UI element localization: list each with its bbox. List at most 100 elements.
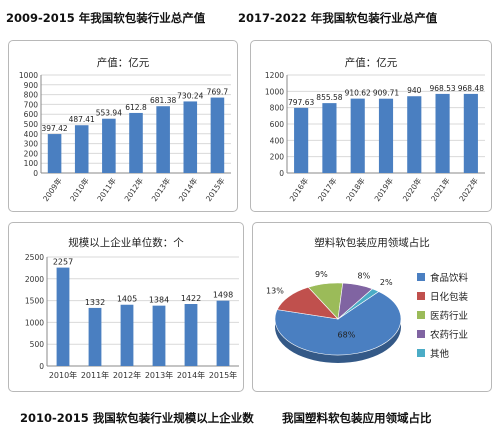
y-tick-label: 700 [24, 100, 39, 109]
panel-output-2009-2015: 产值：亿元 0 100 200 300 400 500 600 700 800 900 1000 39… [8, 40, 238, 212]
x-tick-label: 2017年 [315, 175, 339, 203]
y-tick-label: 1000 [19, 71, 38, 80]
y-tick-label: 100 [24, 159, 39, 168]
legend-item: 农药行业 [417, 324, 468, 343]
bar [183, 101, 198, 173]
y-tick-label: 500 [30, 340, 45, 349]
y-tick-label: 200 [24, 149, 39, 158]
bar [88, 307, 102, 366]
data-label: 909.71 [373, 89, 399, 98]
caption-bottom-right: 我国塑料软包装应用领域占比 [282, 411, 432, 425]
data-label: 397.42 [41, 124, 67, 133]
legend-swatch [417, 272, 425, 281]
data-label: 1405 [117, 295, 137, 304]
bar [102, 118, 116, 173]
bar [129, 112, 143, 173]
bar [407, 96, 422, 173]
bar [350, 98, 365, 173]
y-tick-label: 600 [24, 110, 39, 119]
legend-swatch [417, 329, 425, 338]
x-tick-label: 2018年 [343, 175, 367, 203]
y-tick-label: 400 [24, 130, 39, 139]
bar-chart-output-2016-2022: 0 200 400 600 800 1000 1200 797.63 2016年 855.58 20… [265, 71, 485, 203]
y-tick-label: 2500 [25, 253, 44, 262]
y-tick-label: 0 [279, 169, 284, 178]
x-tick-label: 2014年 [176, 175, 200, 203]
legend-item: 医药行业 [417, 305, 468, 324]
legend-item: 日化包装 [417, 286, 468, 305]
caption-top-left: 2009-2015 年我国软包装行业总产值 [6, 11, 206, 25]
pie-data-label: 68% [338, 330, 356, 339]
y-tick-label: 300 [24, 140, 39, 149]
data-label: 910.62 [345, 89, 371, 98]
panel-enterprises-2010-2015: 规模以上企业单位数：个 0 500 1000 1500 2000 2500 2257 2010… [8, 222, 244, 392]
bar [74, 125, 89, 173]
chart-title: 产值：亿元 [96, 57, 150, 69]
x-tick-label: 2014年 [177, 370, 205, 380]
data-label: 612.8 [125, 103, 147, 112]
y-tick-label: 1000 [25, 318, 44, 327]
legend-label: 日化包装 [430, 291, 469, 303]
x-tick-label: 2015年 [209, 370, 237, 380]
bar [216, 300, 230, 366]
pie-slice [274, 291, 402, 356]
data-label: 1422 [181, 294, 201, 303]
bar [184, 304, 198, 366]
x-tick-label: 2010年 [49, 370, 77, 380]
y-tick-label: 500 [24, 120, 39, 129]
data-label: 1498 [213, 291, 233, 300]
x-tick-label: 2021年 [428, 175, 452, 203]
bar [210, 97, 225, 173]
x-tick-label: 2013年 [145, 370, 173, 380]
x-tick-label: 2022年 [457, 175, 481, 203]
bar [56, 267, 70, 366]
data-label: 940 [407, 86, 422, 95]
data-label: 1384 [149, 296, 169, 305]
x-tick-label: 2012年 [122, 175, 146, 203]
chart-title: 塑料软包装应用领域占比 [314, 237, 430, 249]
y-tick-label: 400 [270, 136, 285, 145]
pie-data-label: 2% [380, 278, 393, 287]
legend-label: 食品饮料 [430, 272, 469, 284]
data-label: 968.48 [458, 84, 484, 93]
bar [435, 93, 450, 173]
data-label: 487.41 [69, 115, 95, 124]
data-label: 2257 [53, 258, 73, 267]
bar [294, 107, 309, 173]
y-tick-label: 800 [270, 104, 285, 113]
y-tick-label: 2000 [25, 275, 44, 284]
data-label: 681.38 [150, 96, 176, 105]
x-tick-label: 2020年 [400, 175, 424, 203]
legend-label: 其他 [430, 348, 450, 360]
pie-data-label: 13% [266, 286, 284, 295]
data-label: 730.24 [177, 91, 203, 100]
x-tick-label: 2009年 [40, 175, 64, 203]
chart-title: 产值：亿元 [344, 57, 398, 69]
data-label: 769.7 [207, 88, 229, 97]
bar [152, 305, 166, 366]
legend-item: 食品饮料 [417, 267, 468, 286]
x-tick-label: 2016年 [287, 175, 311, 203]
legend-swatch [417, 291, 425, 300]
bar [378, 98, 394, 173]
y-tick-label: 900 [24, 81, 39, 90]
y-tick-label: 0 [33, 169, 38, 178]
pie-data-label: 8% [358, 271, 371, 280]
legend-item: 其他 [417, 343, 468, 362]
y-tick-label: 200 [270, 153, 285, 162]
panel-application-share: 塑料软包装应用领域占比 68% 13% 9% 8% 2% 食品饮料 日化包装 医药行业 … [252, 222, 492, 392]
legend-label: 医药行业 [430, 310, 469, 322]
y-tick-label: 1200 [265, 71, 284, 80]
data-label: 968.53 [429, 84, 455, 93]
data-label: 553.94 [96, 109, 122, 118]
bar-chart-enterprises-2010-2015: 0 500 1000 1500 2000 2500 2257 2010年 1332 2011年 14… [25, 253, 239, 380]
bar [156, 106, 170, 173]
x-tick-label: 2011年 [81, 370, 109, 380]
x-tick-label: 2019年 [372, 175, 396, 203]
pie-legend: 食品饮料 日化包装 医药行业 农药行业 其他 [417, 267, 468, 362]
bar [322, 103, 337, 173]
x-tick-label: 2012年 [113, 370, 141, 380]
y-tick-label: 1000 [265, 87, 284, 96]
legend-swatch [417, 310, 425, 319]
